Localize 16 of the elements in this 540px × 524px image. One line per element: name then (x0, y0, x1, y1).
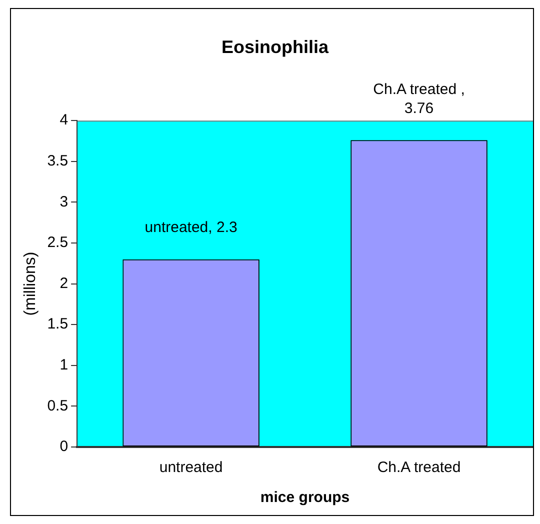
y-tick-label: 2 (60, 274, 68, 292)
x-axis-title: mice groups (260, 489, 350, 506)
y-tick-label: 3 (60, 193, 68, 210)
data-label: untreated, 2.3 (144, 218, 238, 236)
y-tick-label: 4 (60, 112, 68, 129)
y-tick-label: 0 (60, 438, 68, 456)
y-tick-label: 3.5 (47, 152, 68, 170)
y-axis-title: (millions) (22, 252, 40, 316)
y-tick-label: 2.5 (47, 234, 68, 252)
chart-title: Eosinophilia (221, 36, 330, 57)
y-tick-label: 1 (60, 356, 68, 374)
y-tick-label: 1.5 (47, 316, 68, 333)
x-tick-label: Ch.A treated (377, 459, 461, 476)
y-tick-label: 0.5 (47, 397, 68, 414)
x-tick-label: untreated (159, 459, 223, 476)
data-label: Ch.A treated , 3.76 (373, 80, 465, 117)
